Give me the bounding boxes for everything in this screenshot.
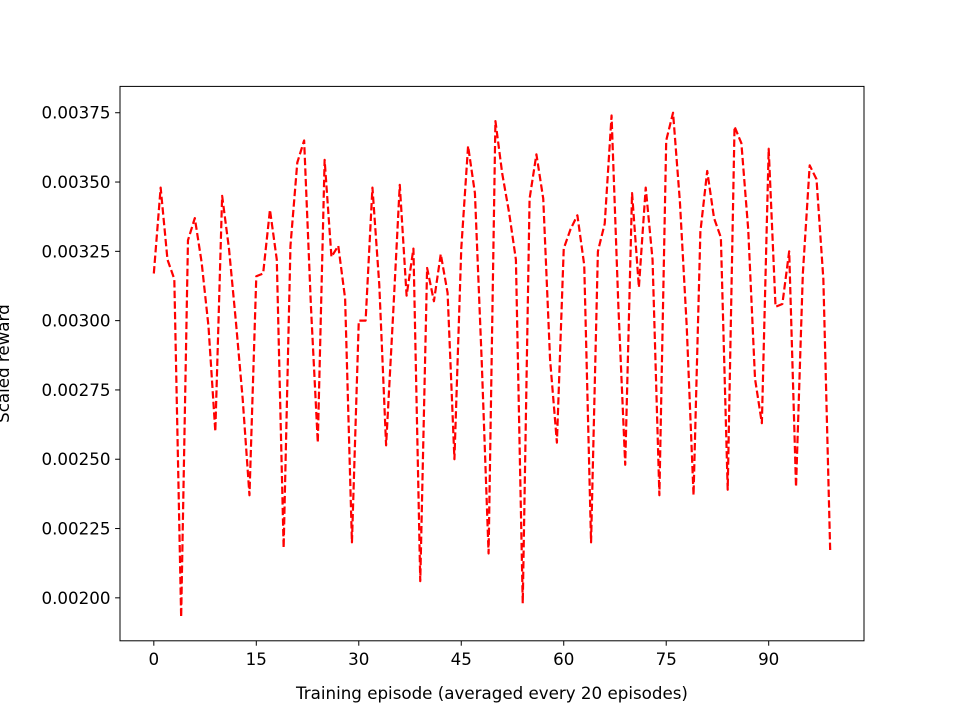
- x-tick-label: 30: [348, 649, 369, 669]
- x-tick-label: 45: [451, 649, 472, 669]
- y-tick-label: 0.00350: [41, 172, 110, 192]
- y-tick-label: 0.00325: [41, 241, 110, 261]
- y-axis-label: Scaled reward: [0, 304, 13, 423]
- series-line: [152, 111, 832, 619]
- y-tick-label: 0.00225: [41, 519, 110, 539]
- x-tick-label: 15: [246, 649, 267, 669]
- x-tick-label: 60: [553, 649, 574, 669]
- y-tick-label: 0.00300: [41, 311, 110, 331]
- x-tick-label: 90: [758, 649, 779, 669]
- x-tick-label: 0: [149, 649, 160, 669]
- axes-frame: [119, 85, 865, 642]
- y-tick-label: 0.00200: [41, 588, 110, 608]
- y-tick-label: 0.00375: [41, 103, 110, 123]
- y-tick-label: 0.00250: [41, 449, 110, 469]
- plot-area: [152, 111, 832, 619]
- x-axis-label: Training episode (averaged every 20 epis…: [295, 683, 688, 703]
- x-tick-label: 75: [656, 649, 677, 669]
- y-axis-ticks: 0.00200 0.00225 0.00250 0.00275 0.00300 0.003…: [41, 103, 120, 608]
- y-tick-label: 0.00275: [41, 380, 110, 400]
- x-axis-ticks: 0 15 30 45 60 75 90: [149, 640, 779, 669]
